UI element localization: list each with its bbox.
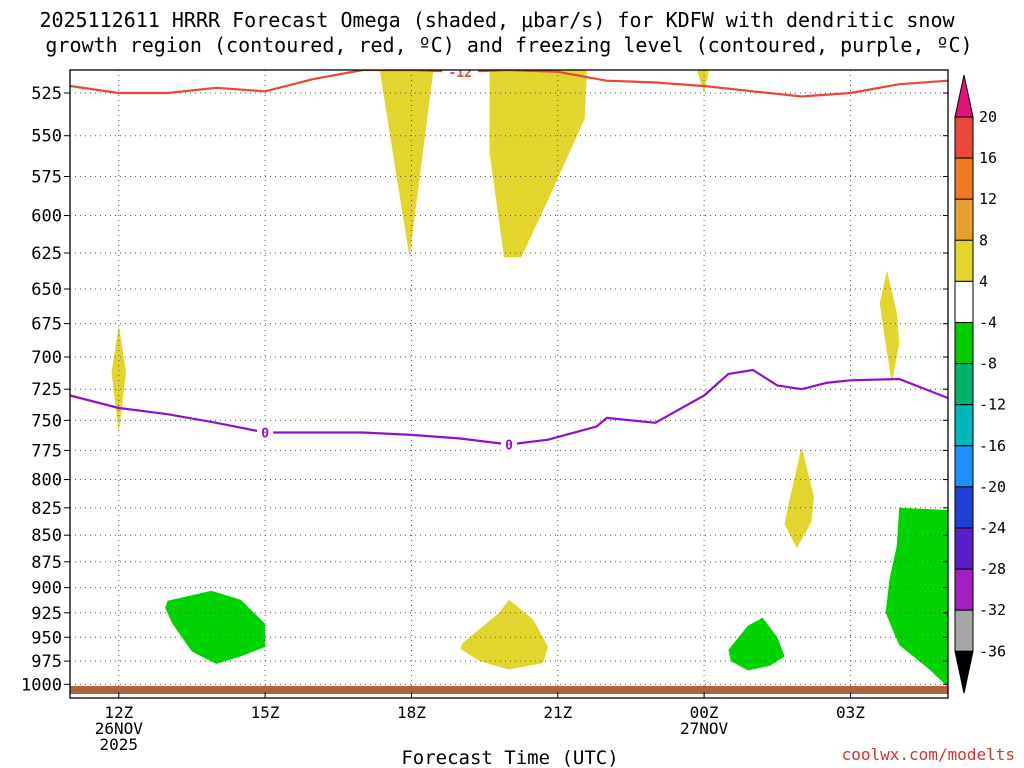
colorbar-swatch-2 bbox=[954, 157, 974, 200]
omega-region-positive-7 bbox=[879, 270, 900, 383]
y-tick-label-950: 950 bbox=[31, 628, 62, 648]
chart-title: 2025112611 HRRR Forecast Omega (shaded, … bbox=[39, 8, 972, 57]
omega-region-positive-5 bbox=[784, 446, 814, 549]
colorbar-swatch-6 bbox=[954, 322, 974, 365]
colorbar-label-8: 8 bbox=[979, 231, 988, 249]
contour-label-bg-1-1 bbox=[442, 70, 479, 79]
colorbar-label-12: 12 bbox=[979, 190, 997, 208]
y-tick-label-575: 575 bbox=[31, 167, 62, 187]
x-tick-label-21Z-1: 21Z bbox=[543, 703, 572, 722]
colorbar-label-4: 4 bbox=[979, 272, 988, 290]
y-tick-label-900: 900 bbox=[31, 579, 62, 599]
x-tick-label-18Z-1: 18Z bbox=[397, 703, 426, 722]
omega-region-negative-9 bbox=[728, 617, 785, 671]
x-tick-label-12Z-3: 2025 bbox=[100, 735, 139, 754]
contour-line-2 bbox=[70, 368, 948, 446]
colorbar-swatch-5 bbox=[954, 280, 974, 323]
y-tick-label-975: 975 bbox=[31, 652, 62, 672]
omega-region-negative-10 bbox=[885, 507, 948, 688]
colorbar-label--4: -4 bbox=[979, 314, 997, 332]
colorbar-label--12: -12 bbox=[979, 396, 1006, 414]
colorbar-label--24: -24 bbox=[979, 519, 1006, 537]
colorbar-label--36: -36 bbox=[979, 642, 1006, 660]
colorbar-swatch-3 bbox=[954, 198, 974, 241]
omega-region-negative-8 bbox=[165, 590, 266, 664]
x-tick-label-12Z-1: 12Z bbox=[104, 703, 133, 722]
colorbar-bottom-arrow bbox=[954, 650, 974, 694]
y-tick-label-600: 600 bbox=[31, 207, 62, 227]
y-tick-label-650: 650 bbox=[31, 280, 62, 300]
x-tick-label-00Z-2: 27NOV bbox=[680, 719, 729, 738]
y-tick-label-750: 750 bbox=[31, 411, 62, 431]
colorbar-label-20: 20 bbox=[979, 108, 997, 126]
colorbar-label-16: 16 bbox=[979, 149, 997, 167]
omega-region-positive-3 bbox=[489, 70, 587, 258]
colorbar-swatch-4 bbox=[954, 239, 974, 282]
colorbar-swatch-13 bbox=[954, 609, 974, 652]
y-axis: 525 550 575 600 625 650 675 700 725 750 775 800 825 8… bbox=[21, 84, 948, 695]
y-tick-label-625: 625 bbox=[31, 244, 62, 264]
y-tick-label-775: 775 bbox=[31, 441, 62, 461]
x-tick-label-15Z-1: 15Z bbox=[251, 703, 280, 722]
colorbar-label--16: -16 bbox=[979, 437, 1006, 455]
title-line-1: 2025112611 HRRR Forecast Omega (shaded, … bbox=[39, 8, 955, 32]
x-axis-title: Forecast Time (UTC) bbox=[401, 747, 618, 768]
colorbar-swatch-12 bbox=[954, 568, 974, 611]
y-tick-label-550: 550 bbox=[31, 127, 62, 147]
colorbar-swatch-8 bbox=[954, 404, 974, 447]
y-tick-label-700: 700 bbox=[31, 348, 62, 368]
contour-line-1 bbox=[70, 70, 948, 98]
surface-terrain-band bbox=[70, 686, 948, 694]
colorbar-swatch-9 bbox=[954, 445, 974, 488]
x-tick-label-00Z-1: 00Z bbox=[690, 703, 719, 722]
plot-frame bbox=[69, 69, 949, 699]
x-tick-label-12Z-2: 26NOV bbox=[95, 719, 144, 738]
contour-label-2-1: 0 bbox=[261, 426, 269, 441]
y-tick-label-850: 850 bbox=[31, 526, 62, 546]
colorbar-label--8: -8 bbox=[979, 355, 997, 373]
colorbar-swatch-7 bbox=[954, 363, 974, 406]
omega-region-positive-2 bbox=[379, 70, 434, 258]
omega-region-positive-4 bbox=[696, 70, 709, 93]
colorbar-label--32: -32 bbox=[979, 601, 1006, 619]
omega-region-positive-6 bbox=[460, 599, 548, 670]
omega-region-positive-1 bbox=[111, 325, 127, 433]
contour-label-2-2: 0 bbox=[505, 438, 513, 453]
omega-shading bbox=[111, 70, 948, 688]
y-tick-label-925: 925 bbox=[31, 604, 62, 624]
colorbar-swatch-10 bbox=[954, 486, 974, 529]
y-tick-label-875: 875 bbox=[31, 553, 62, 573]
colorbar: 20 16 12 8 4 -4 -8 -12 -16 -20 -24 -28 -32 -36 bbox=[954, 74, 1006, 694]
contour-label-bg-2-2 bbox=[501, 437, 517, 452]
colorbar-top-arrow bbox=[954, 74, 974, 118]
y-tick-label-525: 525 bbox=[31, 84, 62, 104]
contour-label-bg-2-1 bbox=[257, 425, 274, 440]
title-line-2: growth region (contoured, red, ºC) and f… bbox=[45, 33, 972, 57]
contour-label-1-1: -12 bbox=[448, 66, 471, 81]
colorbar-label--28: -28 bbox=[979, 560, 1006, 578]
colorbar-swatch-1 bbox=[954, 116, 974, 159]
y-tick-label-725: 725 bbox=[31, 380, 62, 400]
x-tick-label-03Z-1: 03Z bbox=[836, 703, 865, 722]
colorbar-swatch-11 bbox=[954, 527, 974, 570]
y-tick-label-1000: 1000 bbox=[21, 675, 62, 695]
watermark: coolwx.com/modelts bbox=[842, 745, 1015, 764]
colorbar-label--20: -20 bbox=[979, 478, 1006, 496]
y-tick-label-825: 825 bbox=[31, 499, 62, 519]
y-tick-label-675: 675 bbox=[31, 315, 62, 335]
contours: -12 0 0 bbox=[70, 66, 948, 453]
y-tick-label-800: 800 bbox=[31, 471, 62, 491]
